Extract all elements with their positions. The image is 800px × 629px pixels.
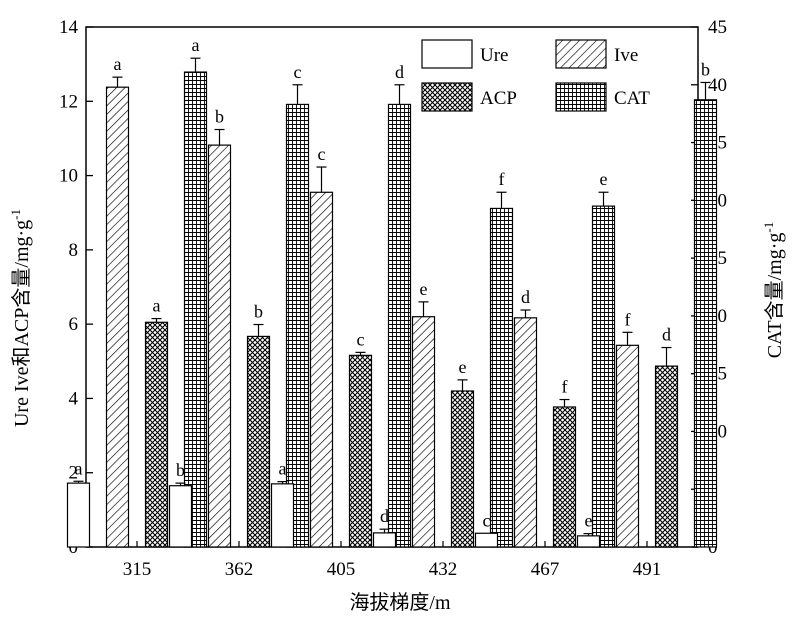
significance-letter: d xyxy=(380,506,389,526)
significance-letter: d xyxy=(662,325,671,345)
significance-letter: b xyxy=(215,107,224,127)
bar-cat xyxy=(183,71,208,548)
x-tick-label: 362 xyxy=(225,559,254,580)
significance-letter: f xyxy=(625,309,631,329)
plot-area: 02468101214051015202530354045315aaaa362b… xyxy=(59,17,727,580)
x-tick-label: 432 xyxy=(429,559,458,580)
bar-ure xyxy=(168,485,193,548)
legend: Ure Ive ACP CAT xyxy=(421,39,650,112)
legend-swatch-ure xyxy=(421,39,473,69)
legend-label-ure: Ure xyxy=(480,45,508,66)
bar-cat xyxy=(387,103,412,548)
bar-ure xyxy=(474,532,499,548)
bar-acp xyxy=(348,354,373,548)
significance-letter: d xyxy=(395,62,404,82)
y-right-tick-label: 45 xyxy=(708,17,727,38)
significance-letter: a xyxy=(192,35,200,55)
y-left-tick-label: 14 xyxy=(59,17,79,38)
y-left-tick-label: 4 xyxy=(69,388,79,409)
bar-ive xyxy=(207,144,232,548)
significance-letter: e xyxy=(585,511,593,531)
x-tick-label: 467 xyxy=(531,559,560,580)
significance-letter: c xyxy=(483,510,491,530)
legend-swatch-ive xyxy=(555,39,607,69)
bar-ive xyxy=(309,191,334,548)
bar-acp xyxy=(144,321,169,548)
x-axis-title: 海拔梯度/m xyxy=(349,591,451,614)
bar-ure xyxy=(576,535,601,548)
x-tick-label: 405 xyxy=(327,559,356,580)
bar-ure xyxy=(270,483,295,548)
legend-swatch-acp xyxy=(421,82,473,112)
significance-letter: e xyxy=(420,279,428,299)
legend-label-ive: Ive xyxy=(614,45,638,66)
bar-cat xyxy=(693,99,718,548)
legend-swatch-cat xyxy=(555,82,607,112)
bar-ive xyxy=(411,316,436,548)
y-left-tick-label: 12 xyxy=(59,91,78,112)
axis-text: 海拔梯度/m Ure Ive和ACP含量/mg·g-1 CAT含量/mg·g-1 xyxy=(8,209,786,614)
x-tick-label: 315 xyxy=(123,559,152,580)
significance-letter: a xyxy=(153,296,161,316)
bar-acp xyxy=(450,390,475,548)
significance-letter: f xyxy=(499,169,505,189)
y-axis-right-title: CAT含量/mg·g-1 xyxy=(761,222,786,358)
significance-letter: e xyxy=(600,169,608,189)
significance-letter: e xyxy=(459,357,467,377)
significance-letter: b xyxy=(254,302,263,322)
y-axis-left-title-sup: -1 xyxy=(8,209,23,220)
bar-cat xyxy=(489,207,514,548)
y-axis-left-title: Ure Ive和ACP含量/mg·g-1 xyxy=(8,209,33,427)
bar-cat xyxy=(285,103,310,548)
y-axis-right-title-main: CAT含量/mg·g xyxy=(763,233,786,359)
significance-letter: c xyxy=(318,144,326,164)
legend-label-cat: CAT xyxy=(614,88,650,109)
y-left-tick-label: 10 xyxy=(59,166,78,187)
significance-letter: f xyxy=(562,377,568,397)
bar-ive xyxy=(513,317,538,548)
significance-letter: a xyxy=(114,54,122,74)
significance-letter: a xyxy=(75,458,83,478)
bar-ive xyxy=(105,86,130,548)
y-axis-right-title-sup: -1 xyxy=(761,222,776,233)
significance-letter: a xyxy=(279,459,287,479)
bar-ure xyxy=(372,532,397,548)
bar-acp xyxy=(246,335,271,548)
bar-ure xyxy=(66,482,91,548)
x-tick-label: 491 xyxy=(633,559,662,580)
significance-letter: b xyxy=(176,460,185,480)
significance-letter: c xyxy=(294,62,302,82)
y-left-tick-label: 8 xyxy=(69,240,79,261)
significance-letter: c xyxy=(357,329,365,349)
y-left-tick-label: 2 xyxy=(69,463,79,484)
y-right-tick-label: 40 xyxy=(708,75,727,96)
bar-acp xyxy=(552,406,577,548)
bar-ive xyxy=(615,344,640,548)
bar-cat xyxy=(591,205,616,548)
y-axis-left-title-main: Ure Ive和ACP含量/mg·g xyxy=(10,220,33,427)
bar-acp xyxy=(654,365,679,548)
significance-letter: d xyxy=(521,287,530,307)
legend-label-acp: ACP xyxy=(480,88,517,109)
y-left-tick-label: 6 xyxy=(69,314,79,335)
significance-letter: b xyxy=(701,59,710,79)
